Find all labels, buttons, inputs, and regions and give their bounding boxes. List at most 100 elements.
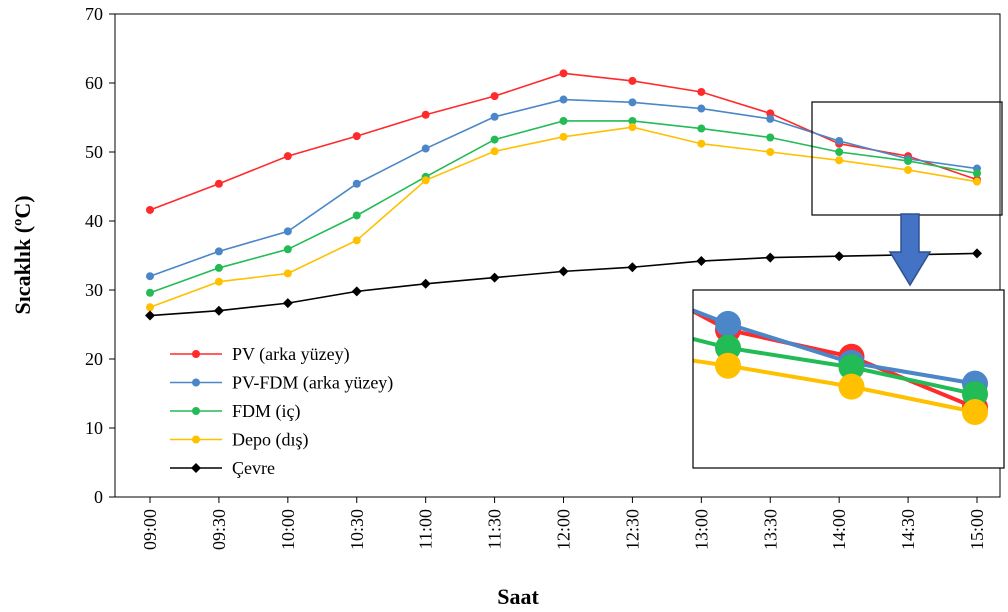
legend-label: Çevre (232, 458, 275, 478)
y-tick-label: 50 (85, 142, 103, 162)
legend-item: Depo (dış) (170, 430, 308, 451)
y-tick-label: 10 (85, 418, 103, 438)
x-tick-label: 15:00 (967, 509, 987, 550)
data-point (973, 177, 981, 186)
data-point (283, 227, 292, 236)
data-point (973, 169, 981, 178)
data-point (421, 176, 430, 185)
data-point (283, 152, 292, 161)
data-point (146, 272, 154, 281)
data-point (352, 211, 361, 220)
data-point (558, 266, 569, 277)
inset-data-point (715, 352, 741, 379)
series (146, 116, 981, 297)
data-point (146, 303, 154, 312)
data-point (192, 435, 200, 444)
data-point (192, 407, 200, 415)
data-point (214, 277, 223, 286)
data-point (145, 310, 155, 321)
inset-series-line (693, 358, 976, 414)
data-point (192, 378, 200, 387)
data-point (283, 245, 292, 254)
data-point (490, 147, 499, 156)
inset-series-line (693, 308, 976, 386)
legend-item: PV-FDM (arka yüzey) (170, 373, 393, 394)
data-point (420, 278, 431, 289)
inset-series (693, 334, 988, 408)
data-point (696, 256, 707, 267)
down-arrow-icon (888, 213, 932, 287)
data-point (766, 114, 775, 123)
legend-label: PV-FDM (arka yüzey) (232, 373, 393, 394)
data-point (146, 205, 154, 214)
data-point (628, 98, 637, 107)
x-tick-label: 10:30 (347, 509, 367, 550)
x-tick-label: 09:30 (209, 509, 229, 550)
data-point (559, 132, 568, 141)
data-point (697, 87, 706, 96)
series-line (149, 72, 978, 211)
data-point (490, 112, 499, 121)
y-tick-label: 30 (85, 280, 103, 300)
plot-frame (114, 13, 1001, 498)
data-point (766, 133, 775, 142)
x-tick-label: 10:00 (278, 509, 298, 550)
data-point (351, 286, 362, 297)
data-point (972, 248, 982, 259)
data-point (352, 236, 361, 245)
data-point (214, 247, 223, 256)
zoom-inset (692, 289, 1005, 469)
data-point (192, 350, 200, 358)
data-point (697, 104, 706, 113)
highlight-layer (692, 101, 1005, 469)
legend: PV (arka yüzey) PV-FDM (arka yüzey) FDM (i… (170, 344, 393, 478)
legend-label: FDM (iç) (232, 401, 301, 422)
data-point (627, 262, 638, 273)
data-point (559, 95, 568, 104)
data-point (697, 124, 706, 133)
data-point (489, 272, 500, 283)
inset-data-point (838, 373, 865, 400)
legend-item: FDM (iç) (170, 401, 301, 422)
data-point (146, 288, 154, 297)
x-tick-label: 11:30 (485, 509, 505, 549)
legend-label: Depo (dış) (232, 430, 308, 451)
data-point (765, 252, 776, 263)
y-axis-label: Sıcaklık (ºC) (10, 195, 35, 314)
x-tick-label: 11:00 (416, 509, 436, 549)
data-point (421, 110, 430, 119)
data-point (352, 179, 361, 188)
legend-item: PV (arka yüzey) (170, 344, 350, 365)
axes: 0 10 20 30 40 50 60 70 09:00 09:30 10:00 10:30 11:00… (85, 4, 1001, 550)
data-point (904, 165, 913, 174)
x-tick-label: 12:30 (622, 509, 642, 550)
data-point (490, 135, 499, 144)
inset-series (693, 352, 988, 426)
inset-data-point (962, 399, 988, 426)
series-layer (145, 69, 982, 321)
legend-label: PV (arka yüzey) (232, 344, 350, 365)
y-tick-label: 70 (85, 4, 103, 24)
data-point (559, 69, 568, 78)
data-point (214, 263, 223, 272)
data-point (559, 116, 568, 125)
data-point (904, 156, 913, 165)
inset-data-point (715, 310, 741, 337)
inset-plot (693, 308, 988, 426)
data-point (766, 109, 775, 118)
inset-data-point (838, 354, 865, 381)
data-point (766, 148, 775, 156)
y-tick-label: 60 (85, 73, 103, 93)
series (146, 123, 981, 312)
inset-data-point (962, 381, 988, 408)
x-tick-label: 13:00 (691, 509, 711, 550)
inset-data-point (715, 334, 741, 361)
data-point (628, 116, 637, 125)
data-point (282, 298, 293, 309)
data-point (214, 179, 223, 188)
legend-item: Çevre (170, 458, 275, 478)
data-point (421, 144, 430, 153)
data-point (628, 76, 637, 85)
data-point (283, 269, 292, 278)
